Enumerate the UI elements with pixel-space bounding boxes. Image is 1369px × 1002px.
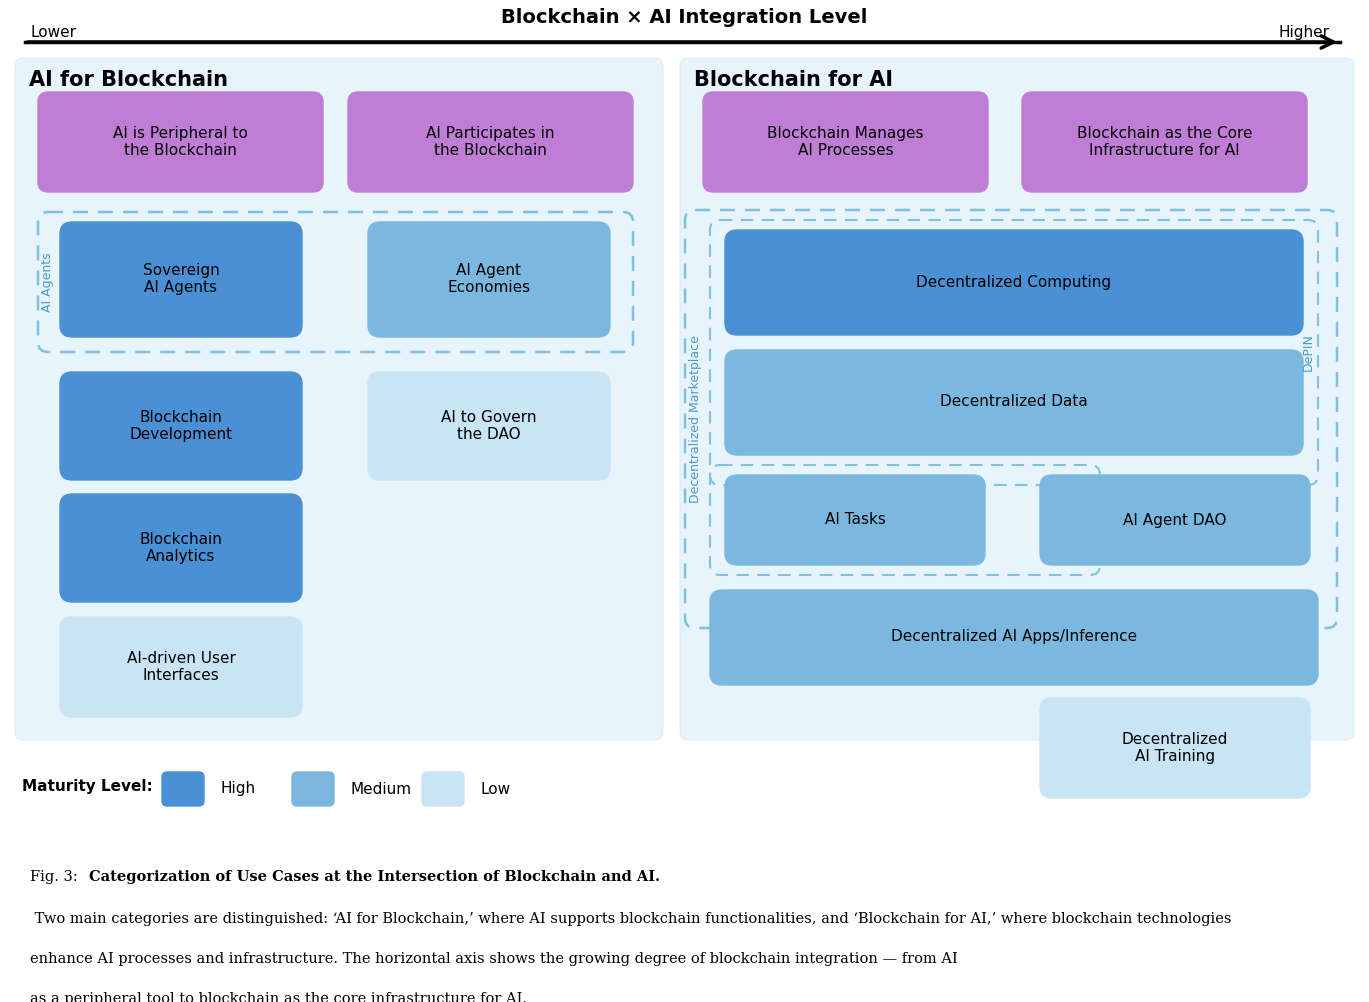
Text: Lower: Lower <box>30 24 77 39</box>
FancyBboxPatch shape <box>292 772 334 806</box>
Text: enhance AI processes and infrastructure. The horizontal axis shows the growing d: enhance AI processes and infrastructure.… <box>30 952 958 966</box>
FancyBboxPatch shape <box>348 92 632 192</box>
FancyBboxPatch shape <box>368 372 611 480</box>
Text: DePIN: DePIN <box>1302 334 1314 372</box>
Text: Blockchain Manages
AI Processes: Blockchain Manages AI Processes <box>767 126 924 158</box>
Text: Blockchain as the Core
Infrastructure for AI: Blockchain as the Core Infrastructure fo… <box>1077 126 1253 158</box>
FancyBboxPatch shape <box>1040 475 1310 565</box>
FancyBboxPatch shape <box>726 230 1303 335</box>
Text: AI to Govern
the DAO: AI to Govern the DAO <box>441 410 537 442</box>
Text: Two main categories are distinguished: ‘AI for Blockchain,’ where AI supports bl: Two main categories are distinguished: ‘… <box>30 912 1232 926</box>
Text: AI Agent DAO: AI Agent DAO <box>1123 512 1227 527</box>
Text: Blockchain for AI: Blockchain for AI <box>694 70 893 90</box>
FancyBboxPatch shape <box>711 590 1318 685</box>
Text: AI for Blockchain: AI for Blockchain <box>29 70 229 90</box>
Text: Decentralized AI Apps/Inference: Decentralized AI Apps/Inference <box>891 629 1138 644</box>
Text: Decentralized Marketplace: Decentralized Marketplace <box>690 335 702 503</box>
Text: Blockchain
Development: Blockchain Development <box>130 410 233 442</box>
FancyBboxPatch shape <box>704 92 988 192</box>
Text: AI Agent
Economies: AI Agent Economies <box>448 263 531 296</box>
FancyBboxPatch shape <box>162 772 204 806</box>
FancyBboxPatch shape <box>38 92 323 192</box>
Text: Blockchain
Analytics: Blockchain Analytics <box>140 532 222 564</box>
Text: AI Agents: AI Agents <box>41 253 55 312</box>
FancyBboxPatch shape <box>60 222 303 337</box>
FancyBboxPatch shape <box>60 494 303 602</box>
FancyBboxPatch shape <box>15 58 663 740</box>
Text: Medium: Medium <box>350 782 411 797</box>
Text: Categorization of Use Cases at the Intersection of Blockchain and AI.: Categorization of Use Cases at the Inter… <box>89 870 660 884</box>
FancyBboxPatch shape <box>60 617 303 717</box>
FancyBboxPatch shape <box>422 772 464 806</box>
FancyBboxPatch shape <box>726 475 986 565</box>
Text: Higher: Higher <box>1279 24 1331 39</box>
Text: Low: Low <box>481 782 511 797</box>
FancyBboxPatch shape <box>368 222 611 337</box>
Text: AI Tasks: AI Tasks <box>824 512 886 527</box>
Text: Fig. 3:: Fig. 3: <box>30 870 82 884</box>
Text: AI Participates in
the Blockchain: AI Participates in the Blockchain <box>426 126 554 158</box>
Text: AI is Peripheral to
the Blockchain: AI is Peripheral to the Blockchain <box>114 126 248 158</box>
Text: High: High <box>220 782 255 797</box>
Text: Decentralized Data: Decentralized Data <box>941 395 1088 410</box>
Text: Blockchain × AI Integration Level: Blockchain × AI Integration Level <box>501 7 867 26</box>
FancyBboxPatch shape <box>726 350 1303 455</box>
Text: Decentralized Computing: Decentralized Computing <box>916 275 1112 290</box>
Text: AI-driven User
Interfaces: AI-driven User Interfaces <box>126 651 235 683</box>
FancyBboxPatch shape <box>60 372 303 480</box>
Text: as a peripheral tool to blockchain as the core infrastructure for AI.: as a peripheral tool to blockchain as th… <box>30 992 527 1002</box>
FancyBboxPatch shape <box>1023 92 1307 192</box>
FancyBboxPatch shape <box>680 58 1354 740</box>
Text: Sovereign
AI Agents: Sovereign AI Agents <box>142 263 219 296</box>
Text: Decentralized
AI Training: Decentralized AI Training <box>1121 731 1228 765</box>
FancyBboxPatch shape <box>1040 698 1310 798</box>
Text: Maturity Level:: Maturity Level: <box>22 779 153 794</box>
